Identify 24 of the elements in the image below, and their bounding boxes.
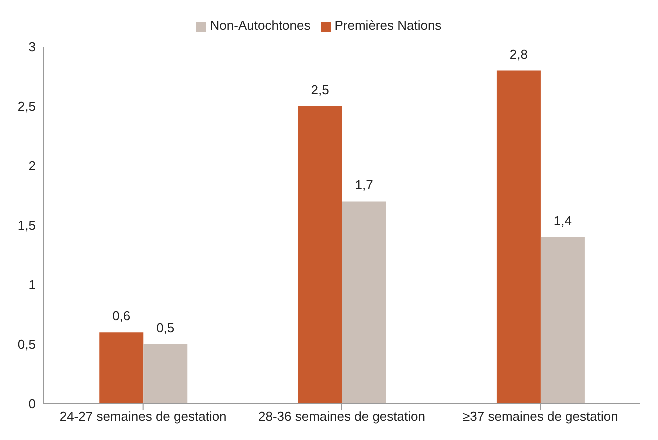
y-tick-label: 0: [28, 396, 36, 412]
data-label: 1,4: [554, 213, 572, 228]
y-tick-label: 1: [28, 278, 36, 293]
x-tick-label: 28-36 semaines de gestation: [258, 409, 426, 424]
data-label: 2,5: [311, 82, 330, 98]
bar: [144, 344, 188, 404]
bar: [100, 332, 144, 404]
y-tick-label: 2,5: [18, 99, 36, 114]
legend-label: Non-Autochtones: [210, 18, 311, 33]
y-tick-label: 1,5: [18, 218, 36, 234]
legend-label: Premières Nations: [334, 18, 442, 33]
bar: [496, 70, 541, 404]
y-tick-label: 2: [28, 158, 36, 174]
x-tick-label: ≥37 semaines de gestation: [463, 409, 618, 424]
bar: [342, 202, 386, 404]
bar: [540, 237, 585, 404]
data-label: 2,8: [510, 46, 528, 62]
x-tick-label: 24-27 semaines de gestation: [60, 409, 227, 424]
bar: [298, 106, 342, 404]
data-label: 0,6: [112, 308, 131, 324]
y-tick-label: 0,5: [18, 337, 36, 352]
data-label: 0,5: [156, 320, 175, 336]
y-tick-label: 3: [28, 40, 36, 55]
data-label: 1,7: [355, 178, 374, 193]
